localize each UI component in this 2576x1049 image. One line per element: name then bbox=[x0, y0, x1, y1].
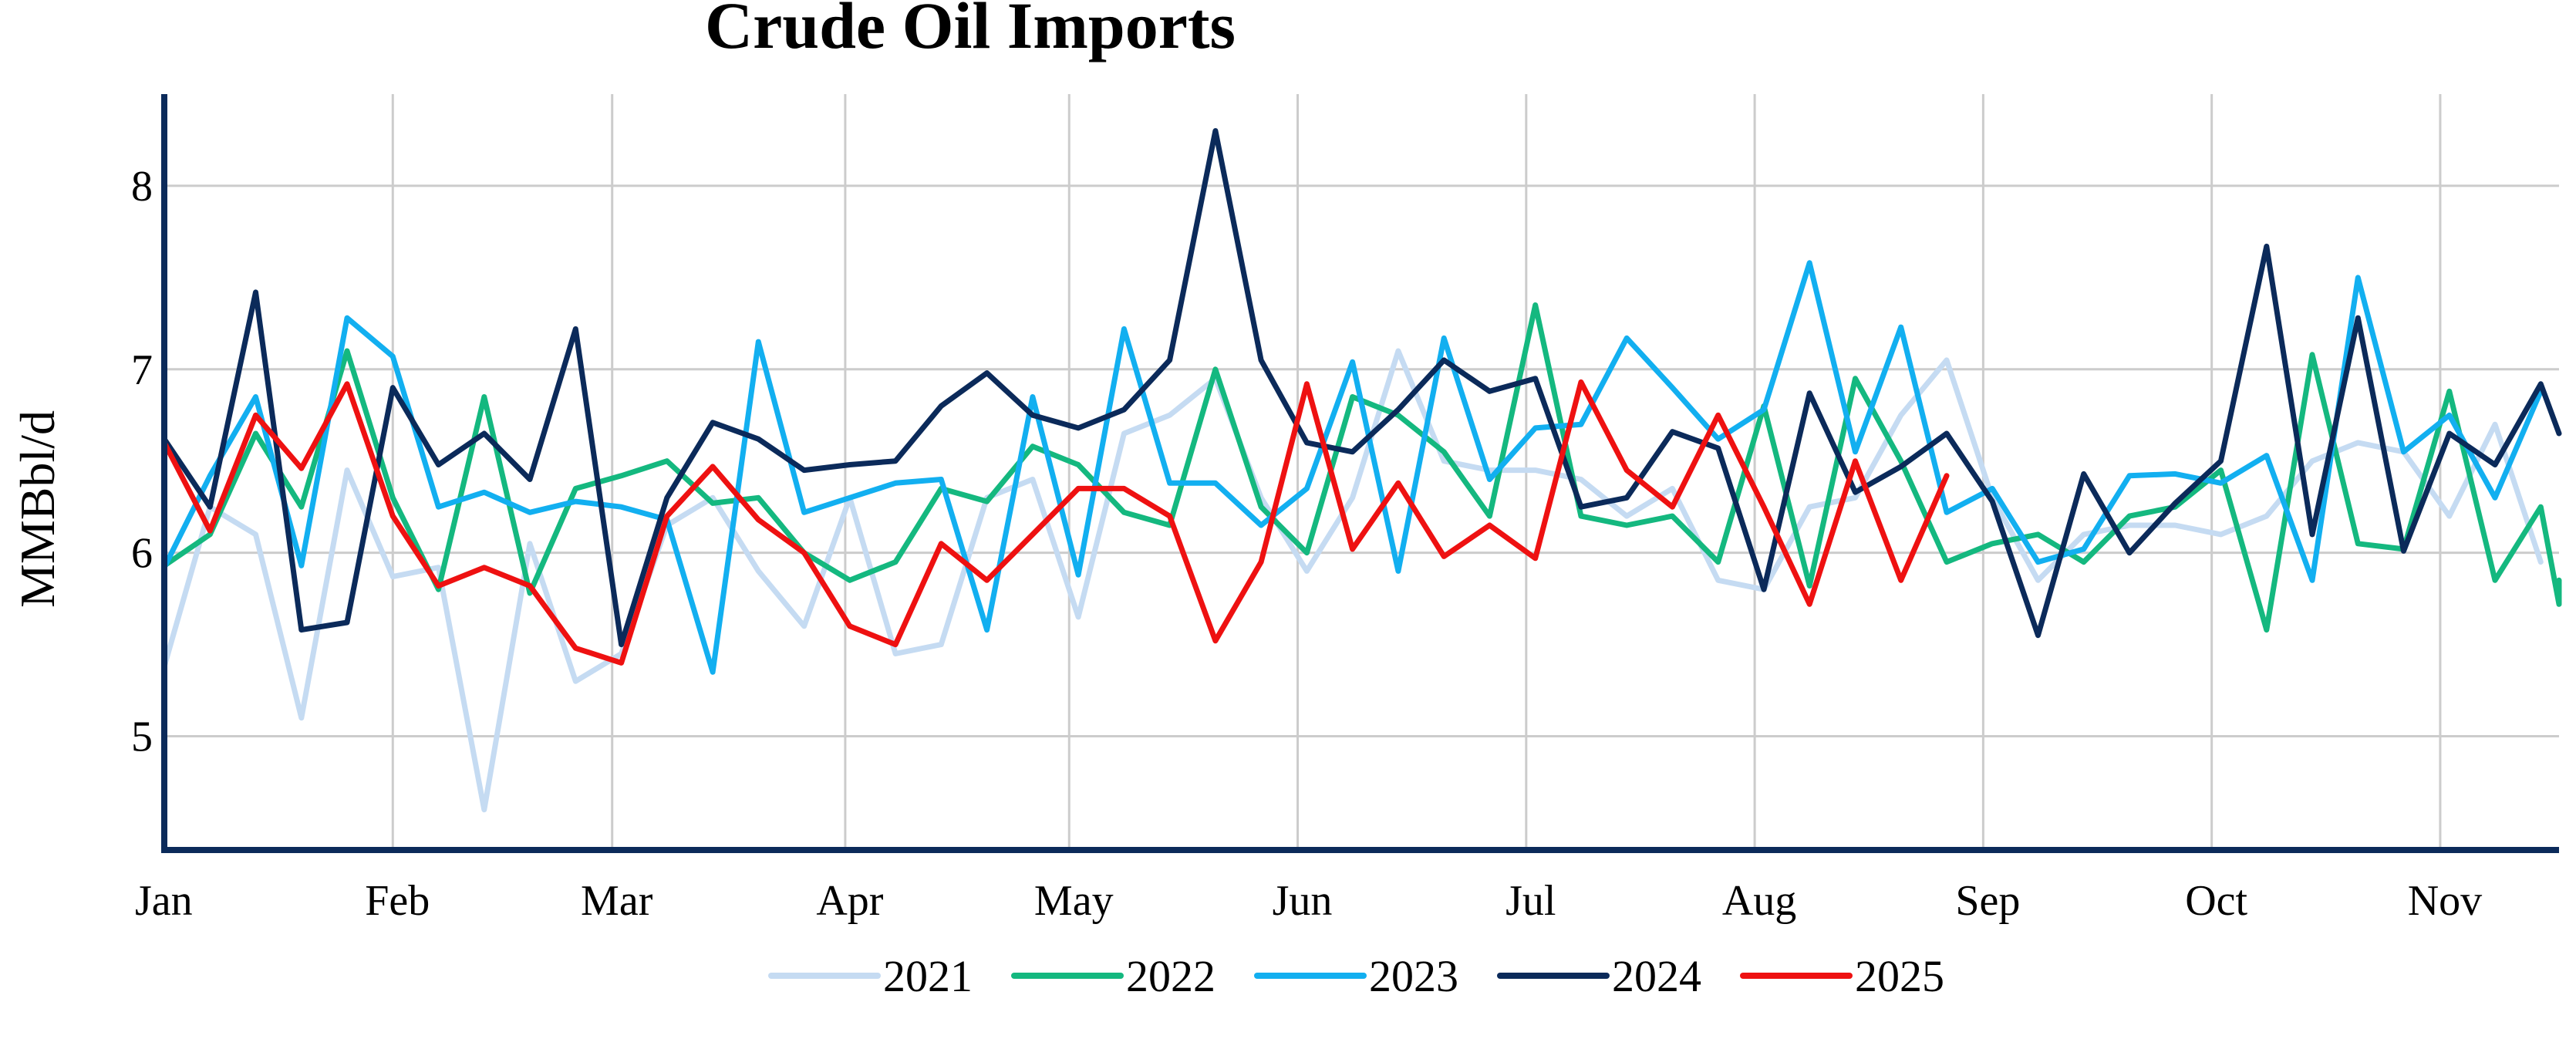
x-tick-label: Jul bbox=[1505, 877, 1556, 925]
x-tick-label: Aug bbox=[1722, 877, 1796, 925]
legend-label: 2021 bbox=[883, 951, 973, 1001]
series-line-2022 bbox=[161, 302, 2562, 633]
chart-title: Crude Oil Imports bbox=[705, 0, 1236, 62]
axis-ticks: 5 6 7 8 Jan Feb Mar Apr May Jun Jul Aug Sep Oct Nov bbox=[131, 163, 2482, 925]
x-tick-label: Jun bbox=[1273, 877, 1333, 925]
x-tick-label: Oct bbox=[2185, 877, 2247, 925]
legend-item-2022: 2022 bbox=[1011, 951, 1216, 1001]
legend-label: 2023 bbox=[1369, 951, 1458, 1001]
legend-item-2023: 2023 bbox=[1254, 951, 1458, 1001]
y-tick-label: 8 bbox=[131, 163, 153, 211]
series-lines bbox=[161, 128, 2562, 813]
legend-label: 2022 bbox=[1126, 951, 1216, 1001]
y-tick-label: 6 bbox=[131, 530, 153, 578]
legend-label: 2024 bbox=[1612, 951, 1701, 1001]
y-tick-label: 5 bbox=[131, 713, 153, 761]
series-line-2025 bbox=[161, 379, 1950, 666]
x-tick-label: Jan bbox=[135, 877, 193, 925]
x-tick-label: Mar bbox=[581, 877, 653, 925]
series-line-2024 bbox=[161, 128, 2562, 648]
series-line-2021 bbox=[161, 348, 2544, 813]
x-tick-label: Nov bbox=[2408, 877, 2482, 925]
x-tick-label: Sep bbox=[1955, 877, 2020, 925]
legend-item-2021: 2021 bbox=[768, 951, 973, 1001]
legend-item-2024: 2024 bbox=[1497, 951, 1701, 1001]
series-line-2023 bbox=[161, 260, 2544, 675]
legend-item-2025: 2025 bbox=[1740, 951, 1944, 1001]
x-tick-label: Feb bbox=[365, 877, 430, 925]
y-axis-label: MMBbl/d bbox=[10, 410, 65, 608]
x-tick-label: Apr bbox=[816, 877, 883, 925]
legend-label: 2025 bbox=[1855, 951, 1944, 1001]
x-tick-label: May bbox=[1034, 877, 1114, 925]
axes bbox=[161, 94, 2559, 853]
y-tick-label: 7 bbox=[131, 346, 153, 394]
legend: 2021 2022 2023 2024 2025 bbox=[768, 951, 1944, 1001]
